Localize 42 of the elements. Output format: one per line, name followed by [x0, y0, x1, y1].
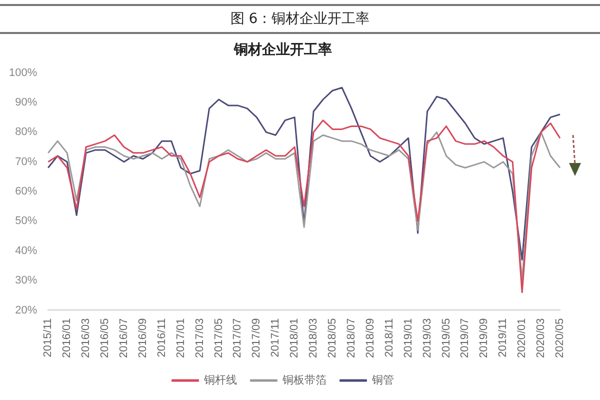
x-tick-label: 2017/03 — [194, 318, 206, 358]
y-tick-label: 70% — [15, 156, 38, 168]
y-tick-label: 50% — [15, 215, 38, 228]
x-tick-label: 2019/05 — [440, 318, 452, 358]
x-tick-label: 2016/07 — [118, 318, 130, 358]
x-tick-label: 2018/03 — [308, 318, 320, 358]
x-tick-label: 2018/01 — [288, 318, 301, 358]
x-tick-label: 2020/05 — [554, 318, 566, 358]
x-tick-label: 2015/11 — [42, 318, 54, 358]
x-tick-label: 2019/01 — [402, 318, 414, 358]
legend-label: 铜管 — [370, 374, 394, 387]
y-tick-label: 100% — [8, 66, 38, 79]
x-tick-label: 2017/07 — [232, 318, 244, 358]
y-tick-label: 60% — [15, 186, 38, 198]
y-tick-label: 20% — [15, 304, 38, 316]
x-tick-label: 2020/01 — [516, 318, 528, 358]
x-tick-label: 2017/09 — [250, 318, 263, 358]
y-tick-label: 30% — [15, 274, 38, 287]
legend-label: 铜杆线 — [202, 374, 237, 387]
x-tick-label: 2017/11 — [270, 318, 282, 358]
x-tick-label: 2018/07 — [345, 318, 358, 358]
x-tick-label: 2019/07 — [459, 318, 472, 358]
x-tick-label: 2018/05 — [326, 318, 339, 358]
x-tick-label: 2019/11 — [497, 318, 510, 358]
x-tick-label: 2018/11 — [383, 318, 396, 358]
y-tick-label: 80% — [15, 126, 38, 138]
x-tick-label: 2019/03 — [421, 318, 434, 358]
y-tick-label: 40% — [15, 244, 38, 257]
x-tick-label: 2016/05 — [99, 318, 112, 358]
x-tick-label: 2016/03 — [80, 318, 92, 358]
legend-label: 铜板带箔 — [281, 374, 326, 387]
x-tick-label: 2017/05 — [212, 318, 225, 358]
chart-subtitle: 铜材企业开工率 — [233, 41, 332, 58]
x-tick-label: 2016/09 — [136, 318, 149, 358]
y-tick-label: 90% — [15, 96, 38, 109]
x-tick-label: 2016/11 — [156, 318, 168, 358]
x-tick-label: 2018/09 — [364, 318, 376, 358]
x-tick-label: 2017/01 — [174, 318, 187, 358]
x-tick-label: 2016/01 — [61, 318, 74, 358]
x-tick-label: 2019/09 — [478, 318, 490, 358]
x-tick-label: 2020/03 — [535, 318, 548, 358]
chart-title: 图 6：铜材企业开工率 — [0, 4, 600, 34]
